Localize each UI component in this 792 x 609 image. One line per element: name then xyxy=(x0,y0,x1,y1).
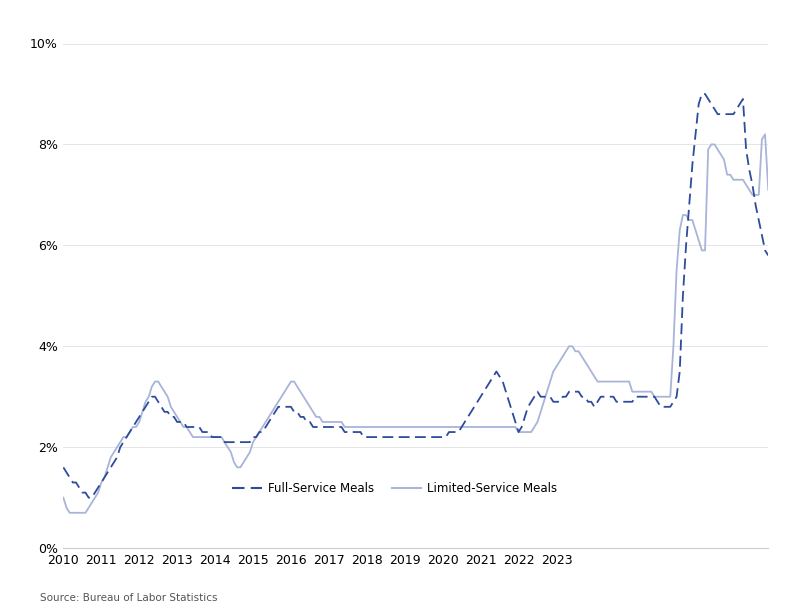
Text: Source: Bureau of Labor Statistics: Source: Bureau of Labor Statistics xyxy=(40,593,217,603)
Legend: Full-Service Meals, Limited-Service Meals: Full-Service Meals, Limited-Service Meal… xyxy=(227,477,562,500)
